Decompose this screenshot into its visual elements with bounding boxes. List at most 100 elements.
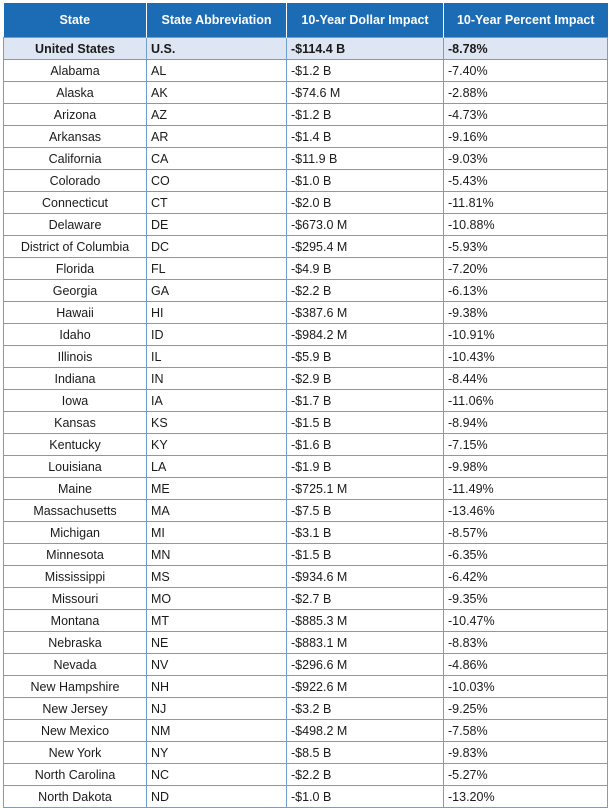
dollar-impact-cell: -$4.9 B bbox=[286, 257, 444, 280]
percent-impact-cell: -9.38% bbox=[443, 301, 608, 324]
abbreviation-cell: ID bbox=[146, 323, 287, 346]
dollar-impact-cell: -$11.9 B bbox=[286, 147, 444, 170]
table-row: New York NY -$8.5 B -9.83% bbox=[3, 741, 608, 764]
percent-impact-cell: -10.91% bbox=[443, 323, 608, 346]
percent-impact-cell: -9.25% bbox=[443, 697, 608, 720]
percent-impact-cell: -8.94% bbox=[443, 411, 608, 434]
abbreviation-cell: MI bbox=[146, 521, 287, 544]
state-cell: Kansas bbox=[3, 411, 147, 434]
state-cell: Indiana bbox=[3, 367, 147, 390]
percent-impact-cell: -2.88% bbox=[443, 81, 608, 104]
percent-impact-cell: -8.57% bbox=[443, 521, 608, 544]
state-cell: United States bbox=[3, 37, 147, 60]
abbreviation-cell: NV bbox=[146, 653, 287, 676]
state-cell: Alaska bbox=[3, 81, 147, 104]
abbreviation-cell: CA bbox=[146, 147, 287, 170]
state-cell: Maine bbox=[3, 477, 147, 500]
state-cell: Arizona bbox=[3, 103, 147, 126]
table-row: Missouri MO -$2.7 B -9.35% bbox=[3, 587, 608, 610]
dollar-impact-cell: -$5.9 B bbox=[286, 345, 444, 368]
table-row-national-total: United States U.S. -$114.4 B -8.78% bbox=[3, 37, 608, 60]
dollar-impact-cell: -$2.0 B bbox=[286, 191, 444, 214]
percent-impact-cell: -13.20% bbox=[443, 785, 608, 808]
table-row: California CA -$11.9 B -9.03% bbox=[3, 147, 608, 170]
abbreviation-cell: HI bbox=[146, 301, 287, 324]
abbreviation-cell: ME bbox=[146, 477, 287, 500]
abbreviation-cell: AK bbox=[146, 81, 287, 104]
dollar-impact-cell: -$934.6 M bbox=[286, 565, 444, 588]
percent-impact-cell: -5.93% bbox=[443, 235, 608, 258]
abbreviation-cell: DC bbox=[146, 235, 287, 258]
state-cell: Hawaii bbox=[3, 301, 147, 324]
column-header-percent-impact: 10-Year Percent Impact bbox=[443, 3, 608, 38]
state-cell: Illinois bbox=[3, 345, 147, 368]
state-cell: New York bbox=[3, 741, 147, 764]
dollar-impact-cell: -$387.6 M bbox=[286, 301, 444, 324]
table-row: Nebraska NE -$883.1 M -8.83% bbox=[3, 631, 608, 654]
table-row: North Dakota ND -$1.0 B -13.20% bbox=[3, 785, 608, 808]
dollar-impact-cell: -$1.2 B bbox=[286, 59, 444, 82]
table-row: Idaho ID -$984.2 M -10.91% bbox=[3, 323, 608, 346]
dollar-impact-cell: -$3.2 B bbox=[286, 697, 444, 720]
state-cell: New Jersey bbox=[3, 697, 147, 720]
state-cell: New Mexico bbox=[3, 719, 147, 742]
percent-impact-cell: -5.27% bbox=[443, 763, 608, 786]
percent-impact-cell: -9.98% bbox=[443, 455, 608, 478]
abbreviation-cell: MO bbox=[146, 587, 287, 610]
dollar-impact-cell: -$885.3 M bbox=[286, 609, 444, 632]
percent-impact-cell: -7.20% bbox=[443, 257, 608, 280]
state-cell: Nebraska bbox=[3, 631, 147, 654]
table-row: Louisiana LA -$1.9 B -9.98% bbox=[3, 455, 608, 478]
dollar-impact-cell: -$295.4 M bbox=[286, 235, 444, 258]
table-row: New Jersey NJ -$3.2 B -9.25% bbox=[3, 697, 608, 720]
table-row: Alaska AK -$74.6 M -2.88% bbox=[3, 81, 608, 104]
state-cell: Louisiana bbox=[3, 455, 147, 478]
abbreviation-cell: NC bbox=[146, 763, 287, 786]
percent-impact-cell: -13.46% bbox=[443, 499, 608, 522]
percent-impact-cell: -10.47% bbox=[443, 609, 608, 632]
dollar-impact-cell: -$1.7 B bbox=[286, 389, 444, 412]
table-row: Kansas KS -$1.5 B -8.94% bbox=[3, 411, 608, 434]
abbreviation-cell: NH bbox=[146, 675, 287, 698]
abbreviation-cell: MT bbox=[146, 609, 287, 632]
percent-impact-cell: -9.03% bbox=[443, 147, 608, 170]
state-cell: Michigan bbox=[3, 521, 147, 544]
percent-impact-cell: -11.49% bbox=[443, 477, 608, 500]
abbreviation-cell: NJ bbox=[146, 697, 287, 720]
percent-impact-cell: -10.43% bbox=[443, 345, 608, 368]
state-cell: Georgia bbox=[3, 279, 147, 302]
state-cell: North Carolina bbox=[3, 763, 147, 786]
state-cell: Alabama bbox=[3, 59, 147, 82]
state-cell: Iowa bbox=[3, 389, 147, 412]
abbreviation-cell: LA bbox=[146, 455, 287, 478]
abbreviation-cell: IL bbox=[146, 345, 287, 368]
state-cell: Kentucky bbox=[3, 433, 147, 456]
abbreviation-cell: AR bbox=[146, 125, 287, 148]
dollar-impact-cell: -$7.5 B bbox=[286, 499, 444, 522]
table-row: Kentucky KY -$1.6 B -7.15% bbox=[3, 433, 608, 456]
abbreviation-cell: CO bbox=[146, 169, 287, 192]
table-row: Florida FL -$4.9 B -7.20% bbox=[3, 257, 608, 280]
percent-impact-cell: -10.88% bbox=[443, 213, 608, 236]
state-cell: Nevada bbox=[3, 653, 147, 676]
abbreviation-cell: MN bbox=[146, 543, 287, 566]
state-cell: Minnesota bbox=[3, 543, 147, 566]
table-row: Michigan MI -$3.1 B -8.57% bbox=[3, 521, 608, 544]
abbreviation-cell: U.S. bbox=[146, 37, 287, 60]
table-row: Georgia GA -$2.2 B -6.13% bbox=[3, 279, 608, 302]
state-cell: Massachusetts bbox=[3, 499, 147, 522]
abbreviation-cell: FL bbox=[146, 257, 287, 280]
percent-impact-cell: -6.42% bbox=[443, 565, 608, 588]
state-cell: Idaho bbox=[3, 323, 147, 346]
percent-impact-cell: -8.44% bbox=[443, 367, 608, 390]
dollar-impact-cell: -$2.2 B bbox=[286, 279, 444, 302]
percent-impact-cell: -4.86% bbox=[443, 653, 608, 676]
percent-impact-cell: -7.58% bbox=[443, 719, 608, 742]
state-cell: Delaware bbox=[3, 213, 147, 236]
table-row: Alabama AL -$1.2 B -7.40% bbox=[3, 59, 608, 82]
percent-impact-cell: -9.16% bbox=[443, 125, 608, 148]
dollar-impact-cell: -$1.5 B bbox=[286, 411, 444, 434]
state-cell: District of Columbia bbox=[3, 235, 147, 258]
column-header-abbreviation: State Abbreviation bbox=[146, 3, 287, 38]
abbreviation-cell: NE bbox=[146, 631, 287, 654]
